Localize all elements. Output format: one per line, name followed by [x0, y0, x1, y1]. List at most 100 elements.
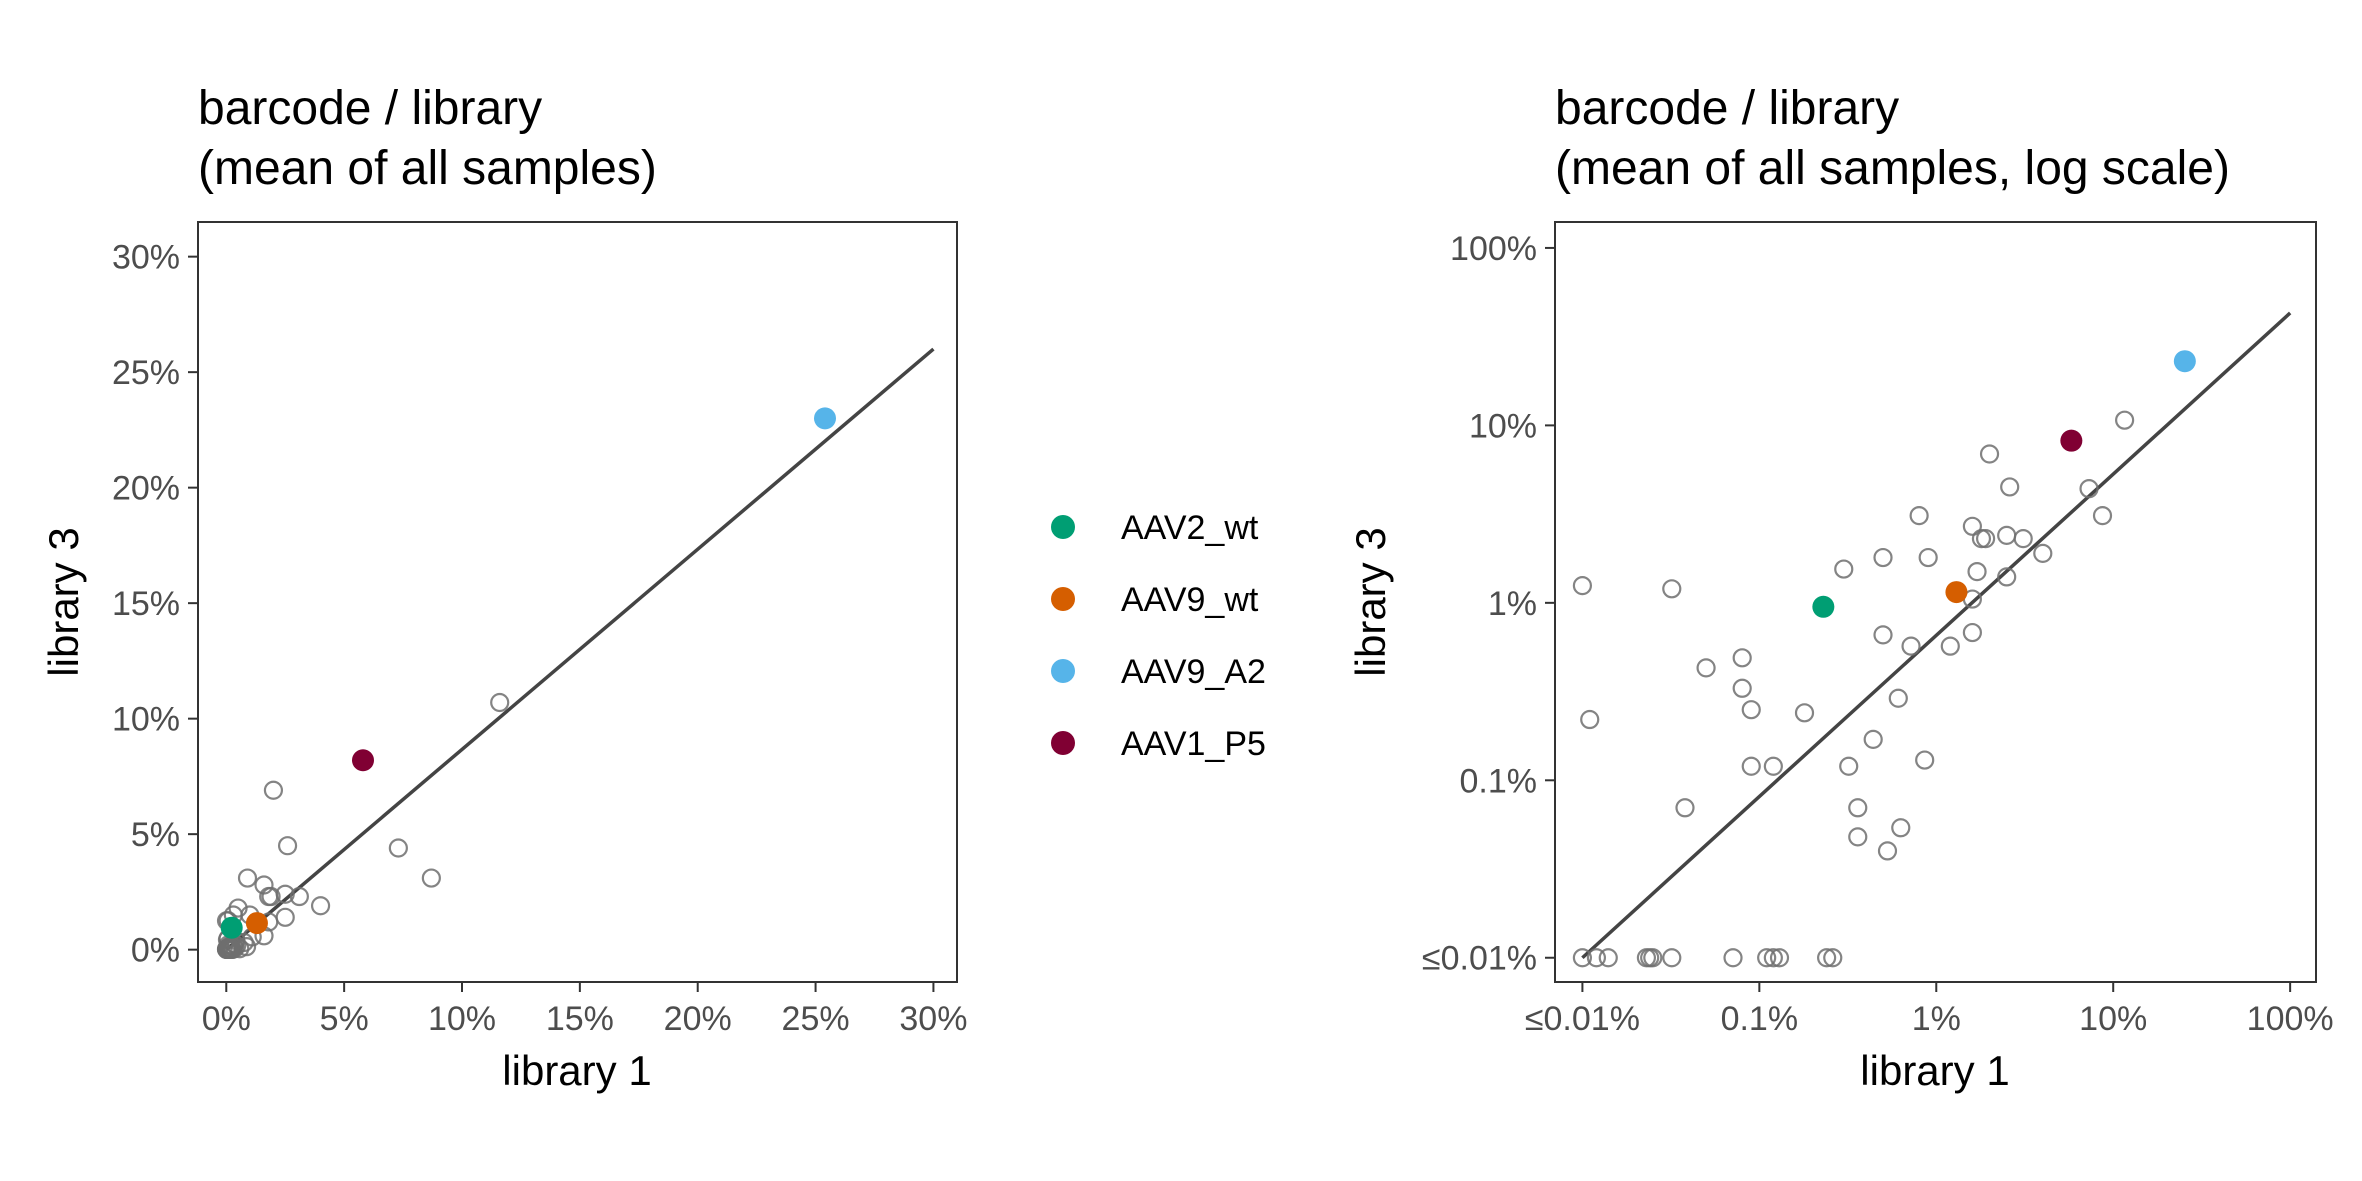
right-data-point	[1848, 827, 1868, 847]
right-data-point	[1863, 729, 1883, 749]
left-point-aav1-p5	[352, 749, 374, 772]
right-data-point	[2115, 410, 2135, 430]
left-data-point	[388, 838, 408, 858]
left-x-tick-label: 20%	[664, 1000, 732, 1038]
right-chart-title-line2: (mean of all samples, log scale)	[1555, 142, 2230, 195]
legend-swatch-aav9-a2	[1051, 659, 1075, 683]
right-data-point	[1909, 506, 1929, 526]
right-x-tick-label: 0.1%	[1721, 1000, 1799, 1038]
right-point-aav9-a2	[2173, 350, 2196, 373]
right-data-point	[1763, 948, 1783, 968]
left-data-point	[261, 886, 281, 907]
right-ticks: ≤0.01% 0.1% 1% 10% 100% ≤0.01% 0.1% 1% 10% 100%	[1422, 230, 2334, 1038]
right-x-tick-label: 100%	[2247, 1000, 2334, 1038]
left-x-axis-title: library 1	[502, 1047, 651, 1094]
right-data-point	[1732, 648, 1752, 668]
right-data-point	[1839, 756, 1859, 776]
right-data-point	[1873, 547, 1893, 568]
right-data-point	[1997, 525, 2017, 545]
left-y-tick-label: 20%	[112, 470, 180, 508]
right-data-point	[1918, 547, 1938, 568]
left-reference-line	[225, 347, 935, 951]
right-data-point	[1763, 756, 1783, 776]
left-x-tick-label: 10%	[428, 1000, 496, 1038]
right-data-point	[1848, 798, 1868, 818]
left-x-tick-label: 5%	[320, 1000, 369, 1038]
left-x-tick-label: 0%	[202, 1000, 251, 1038]
legend-label-aav9-a2: AAV9_A2	[1121, 653, 1266, 691]
right-data-point	[1891, 818, 1911, 838]
right-data-point	[2013, 529, 2033, 549]
right-y-tick-label: 10%	[1469, 407, 1537, 445]
legend-swatch-aav9-wt	[1051, 587, 1075, 611]
right-data-point	[1967, 561, 1987, 582]
left-ticks: 0% 5% 10% 15% 20% 25% 30% 0% 5% 10% 15% 20% 25% 30%	[112, 239, 968, 1038]
right-y-axis-title: library 3	[1347, 527, 1394, 676]
right-data-point	[2000, 477, 2020, 497]
left-y-axis-title: library 3	[40, 527, 87, 676]
right-data-point	[1741, 756, 1761, 776]
right-y-tick-label: ≤0.01%	[1422, 940, 1537, 978]
left-y-tick-label: 30%	[112, 239, 180, 277]
right-data-point	[1979, 444, 2000, 464]
right-data-point	[1662, 948, 1682, 968]
legend-swatch-aav1-p5	[1051, 731, 1075, 755]
left-x-tick-label: 25%	[782, 1000, 850, 1038]
right-data-point	[1586, 948, 1607, 968]
right-data-point	[1643, 948, 1663, 968]
left-data-point	[275, 884, 295, 904]
left-chart-title-line1: barcode / library	[198, 82, 542, 135]
right-data-point	[2033, 543, 2053, 563]
right-data-point	[1794, 703, 1815, 723]
right-data-point	[2079, 479, 2099, 499]
right-data-point	[1723, 948, 1743, 968]
right-chart-title-line1: barcode / library	[1555, 82, 1899, 135]
right-x-tick-label: ≤0.01%	[1525, 1000, 1640, 1038]
left-data-point	[490, 692, 510, 713]
right-y-tick-label: 1%	[1488, 585, 1537, 623]
log-scatter-panel: barcode / library (mean of all samples, …	[1347, 82, 2334, 1094]
right-data-point	[1975, 529, 1996, 549]
right-y-tick-label: 0.1%	[1460, 762, 1538, 800]
left-x-tick-label: 30%	[899, 1000, 967, 1038]
right-y-tick-label: 100%	[1450, 230, 1537, 268]
right-data-point	[1732, 678, 1752, 698]
legend-label-aav9-wt: AAV9_wt	[1121, 581, 1259, 619]
right-point-aav9-wt	[1945, 581, 1968, 604]
right-point-aav2-wt	[1812, 595, 1835, 618]
right-data-point	[1572, 948, 1593, 968]
right-reference-line	[1581, 311, 2292, 960]
left-y-tick-label: 15%	[112, 585, 180, 623]
right-data-point	[1877, 841, 1898, 861]
right-data-point	[1997, 567, 2017, 587]
left-data-point	[421, 868, 441, 888]
left-data-point	[277, 836, 298, 856]
legend-label-aav1-p5: AAV1_P5	[1121, 725, 1266, 763]
left-chart-title-line2: (mean of all samples)	[198, 142, 657, 195]
right-data-point	[2092, 506, 2113, 526]
legend-label-aav2-wt: AAV2_wt	[1121, 509, 1259, 547]
right-data-point	[1696, 658, 1716, 678]
right-point-aav1-p5	[2060, 429, 2083, 452]
right-data-point	[1823, 948, 1843, 968]
right-x-axis-title: library 1	[1860, 1047, 2009, 1094]
left-point-aav2-wt	[220, 916, 243, 939]
right-highlighted-points	[1812, 350, 2196, 618]
left-y-tick-label: 5%	[131, 816, 180, 854]
legend-swatch-aav2-wt	[1051, 515, 1075, 539]
left-data-point	[220, 938, 240, 958]
right-reference-line-group	[1581, 311, 2292, 960]
left-reference-line-group	[225, 347, 935, 951]
left-data-point	[310, 896, 331, 916]
right-x-tick-label: 10%	[2079, 1000, 2147, 1038]
right-data-point	[1940, 636, 1960, 656]
right-data-point	[1817, 948, 1837, 968]
linear-scatter-panel: barcode / library (mean of all samples) …	[40, 82, 967, 1094]
left-panel-border	[197, 221, 958, 983]
right-data-point	[1769, 948, 1790, 968]
left-data-point	[263, 780, 284, 800]
right-data-point	[1580, 709, 1600, 730]
left-y-tick-label: 10%	[112, 701, 180, 739]
left-point-aav9-wt	[245, 912, 268, 935]
